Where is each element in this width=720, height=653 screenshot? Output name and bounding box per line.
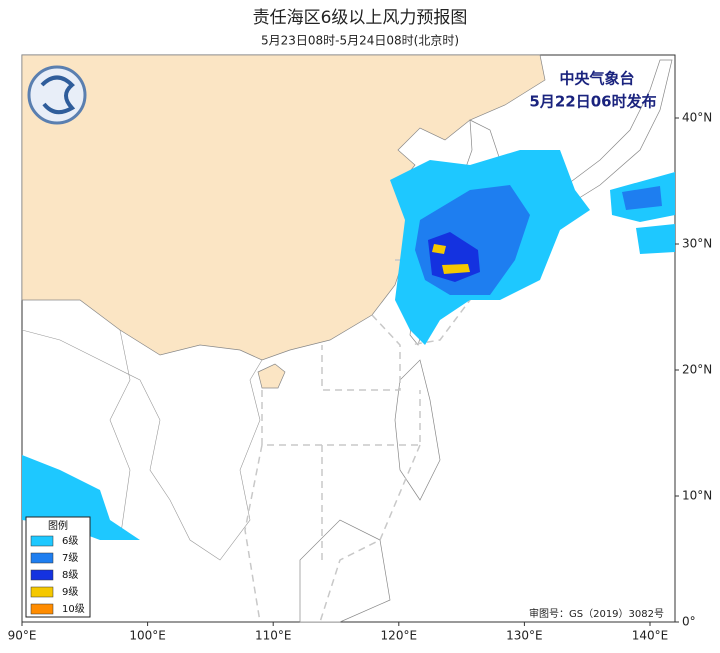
map-area: 中央气象台 5月22日06时发布 审图号：GS（2019）3082号	[21, 54, 676, 623]
approval-number: 审图号：GS（2019）3082号	[529, 607, 664, 620]
legend-title: 图例	[48, 519, 68, 532]
borders	[109, 329, 131, 541]
issue-time: 5月22日06时发布	[529, 93, 656, 111]
title: 责任海区6级以上风力预报图	[253, 8, 468, 28]
legend-label: 9级	[62, 586, 78, 598]
lon-label: 130°E	[506, 629, 543, 643]
legend-swatch	[30, 586, 54, 598]
legend-swatch	[30, 552, 54, 564]
legend-label: 8级	[62, 569, 78, 581]
legend-swatch	[30, 535, 54, 547]
lat-label: 40°N	[682, 111, 712, 125]
legend-swatch	[30, 603, 54, 615]
legend-box	[25, 516, 91, 618]
lat-label: 30°N	[682, 237, 712, 251]
logo-mark	[40, 75, 76, 115]
lat-label: 0°	[682, 615, 696, 629]
legend-label: 10级	[62, 603, 85, 615]
subtitle: 5月23日08时-5月24日08时(北京时)	[261, 34, 459, 48]
lon-label: 100°E	[129, 629, 166, 643]
philippines	[394, 359, 441, 501]
lon-label: 120°E	[381, 629, 418, 643]
borders	[21, 329, 263, 561]
lat-label: 10°N	[682, 489, 712, 503]
legend-label: 6级	[62, 535, 78, 547]
lon-label: 110°E	[255, 629, 292, 643]
lon-label: 140°E	[632, 629, 669, 643]
legend: 图例 6级 7级 8级 9级 10级	[25, 516, 91, 618]
axes: 40°N 30°N 20°N 10°N 0° 90°E 100°E 110°E 120°E 130…	[8, 111, 713, 643]
legend-swatch	[30, 569, 54, 581]
issuer-name: 中央气象台	[559, 70, 634, 88]
wind-areas	[22, 150, 675, 540]
lon-label: 90°E	[8, 629, 37, 643]
hainan	[257, 363, 286, 389]
lat-label: 20°N	[682, 363, 712, 377]
legend-label: 7级	[62, 552, 78, 564]
